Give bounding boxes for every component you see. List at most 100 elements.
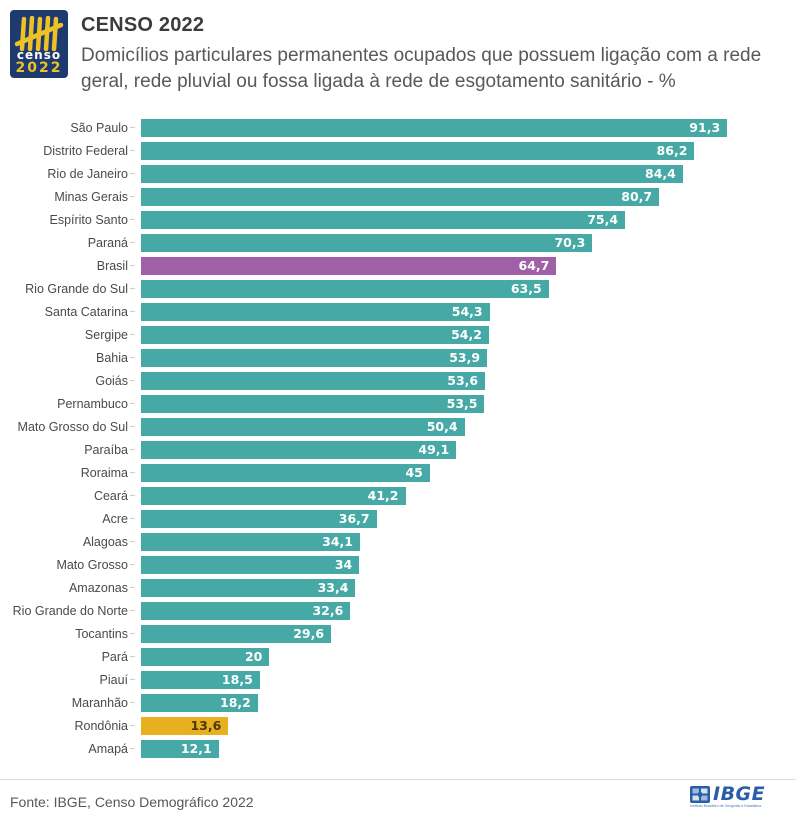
value-label: 12,1 xyxy=(180,740,212,756)
category-label: Piauí xyxy=(99,672,129,687)
category-label: São Paulo xyxy=(70,120,128,135)
axis-tick xyxy=(128,173,141,174)
ibge-wordmark: IBGE xyxy=(713,783,766,805)
bar: 54,3 xyxy=(141,302,490,321)
axis-tick xyxy=(128,265,141,266)
category-label: Mato Grosso do Sul xyxy=(17,419,128,434)
value-label: 18,5 xyxy=(221,671,253,687)
bar-track: 18,5 xyxy=(141,670,783,689)
category-label: Roraima xyxy=(80,465,128,480)
bar: 29,6 xyxy=(141,624,332,643)
value-label: 50,4 xyxy=(426,418,458,434)
bar: 53,9 xyxy=(141,348,488,367)
axis-tick xyxy=(128,495,141,496)
value-label: 41,2 xyxy=(367,487,399,503)
axis-tick xyxy=(128,518,141,519)
category-label: Goiás xyxy=(95,373,128,388)
censo-2022-logo: censo 2022 xyxy=(10,10,68,78)
value-label: 63,5 xyxy=(510,280,542,296)
value-label: 45 xyxy=(405,464,423,480)
bar-track: 70,3 xyxy=(141,233,783,252)
bar: 32,6 xyxy=(141,601,351,620)
value-label: 86,2 xyxy=(656,142,688,158)
axis-tick xyxy=(128,196,141,197)
bar-track: 49,1 xyxy=(141,440,783,459)
value-label: 34 xyxy=(334,556,353,572)
bar: 45 xyxy=(141,463,430,482)
bar-track: 45 xyxy=(141,463,783,482)
bar: 63,5 xyxy=(141,279,549,298)
bar-track: 64,7 xyxy=(141,256,783,275)
category-label: Espírito Santo xyxy=(49,212,128,227)
bar-track: 12,1 xyxy=(141,739,783,758)
bar-track: 75,4 xyxy=(141,210,783,229)
category-label: Rio Grande do Sul xyxy=(25,281,128,296)
category-label: Paraná xyxy=(87,235,128,250)
chart-row: Santa Catarina 54,3 xyxy=(0,300,796,323)
bar: 70,3 xyxy=(141,233,593,252)
value-label: 53,6 xyxy=(447,372,479,388)
bar: 86,2 xyxy=(141,141,695,160)
chart-row: Bahia 53,9 xyxy=(0,346,796,369)
category-label: Mato Grosso xyxy=(56,557,128,572)
chart-row: Ceará 41,2 xyxy=(0,484,796,507)
axis-tick xyxy=(128,127,141,128)
value-label: 54,2 xyxy=(451,326,482,342)
ibge-logo: IBGE Instituto Brasileiro de Geografia e… xyxy=(690,783,786,813)
bar-track: 53,5 xyxy=(141,394,783,413)
axis-tick xyxy=(128,541,141,542)
bar: 18,2 xyxy=(141,693,258,712)
chart-row: Brasil 64,7 xyxy=(0,254,796,277)
chart-row: Mato Grosso do Sul 50,4 xyxy=(0,415,796,438)
censo-logo-year: 2022 xyxy=(15,60,63,76)
chart-row: Roraima 45 xyxy=(0,461,796,484)
axis-tick xyxy=(128,334,141,335)
category-label: Amapá xyxy=(88,741,128,756)
value-label: 54,3 xyxy=(451,303,483,319)
chart-row: Espírito Santo 75,4 xyxy=(0,208,796,231)
chart-row: Amazonas 33,4 xyxy=(0,576,796,599)
value-label: 53,5 xyxy=(446,395,478,411)
bar-track: 63,5 xyxy=(141,279,783,298)
chart-row: Maranhão 18,2 xyxy=(0,691,796,714)
bar-track: 80,7 xyxy=(141,187,783,206)
header: censo 2022 CENSO 2022 Domicílios particu… xyxy=(0,0,796,95)
value-label: 36,7 xyxy=(338,510,370,526)
category-label: Paraíba xyxy=(84,442,128,457)
axis-tick xyxy=(128,219,141,220)
title-block: CENSO 2022 Domicílios particulares perma… xyxy=(81,10,783,95)
axis-tick xyxy=(128,725,141,726)
axis-tick xyxy=(128,472,141,473)
footer-divider xyxy=(0,779,796,780)
category-label: Minas Gerais xyxy=(54,189,128,204)
category-label: Pernambuco xyxy=(57,396,128,411)
chart-row: Goiás 53,6 xyxy=(0,369,796,392)
chart-row: Piauí 18,5 xyxy=(0,668,796,691)
value-label: 13,6 xyxy=(190,717,222,733)
axis-tick xyxy=(128,150,141,151)
censo-logo-word: censo xyxy=(16,48,62,62)
bar: 50,4 xyxy=(141,417,465,436)
bar: 64,7 xyxy=(141,256,557,275)
value-label: 18,2 xyxy=(220,694,251,710)
bar: 13,6 xyxy=(141,716,229,735)
axis-tick xyxy=(128,702,141,703)
bar-track: 53,6 xyxy=(141,371,783,390)
ibge-logo-top: IBGE xyxy=(690,783,786,805)
axis-tick xyxy=(128,449,141,450)
bar-track: 29,6 xyxy=(141,624,783,643)
bar: 53,6 xyxy=(141,371,486,390)
bar: 34,1 xyxy=(141,532,360,551)
bar-track: 91,3 xyxy=(141,118,783,137)
bar: 41,2 xyxy=(141,486,406,505)
value-label: 33,4 xyxy=(317,579,349,595)
chart-row: Rondônia 13,6 xyxy=(0,714,796,737)
bar: 84,4 xyxy=(141,164,683,183)
chart-row: Amapá 12,1 xyxy=(0,737,796,760)
category-label: Rio Grande do Norte xyxy=(12,603,128,618)
bar: 12,1 xyxy=(141,739,219,758)
axis-tick xyxy=(128,403,141,404)
category-label: Amazonas xyxy=(68,580,128,595)
chart-row: Rio Grande do Norte 32,6 xyxy=(0,599,796,622)
chart-row: Paraná 70,3 xyxy=(0,231,796,254)
